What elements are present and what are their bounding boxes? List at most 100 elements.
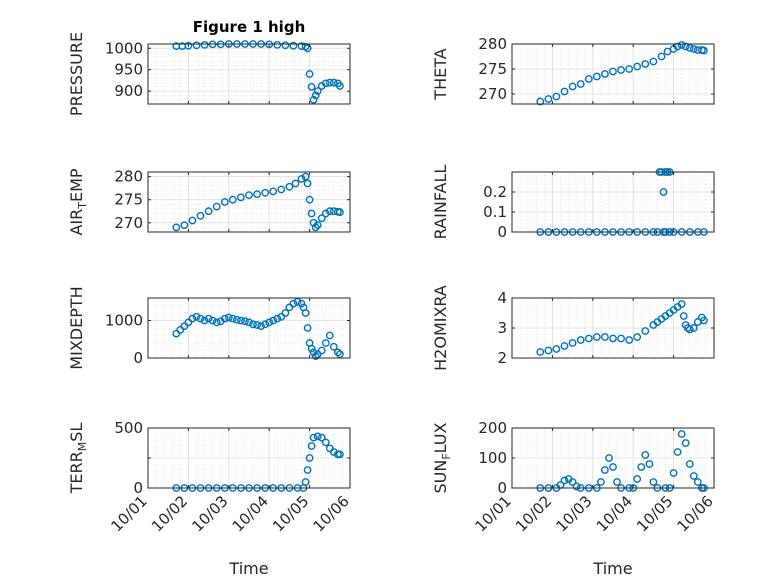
data-point (659, 188, 668, 196)
data-point (313, 221, 322, 230)
data-point (188, 314, 197, 323)
axes-box (147, 171, 351, 233)
data-point (303, 324, 312, 332)
data-point (609, 334, 617, 343)
data-point (196, 314, 205, 323)
chart-title: Figure 1 high (193, 18, 306, 36)
data-point (253, 321, 262, 329)
data-point (657, 52, 666, 61)
y-tick-label: 2 (497, 349, 507, 367)
data-point (317, 346, 326, 355)
x-axis-label: Time (228, 559, 268, 578)
data-point (291, 179, 300, 188)
data-point (617, 334, 625, 343)
data-point (184, 41, 193, 50)
data-point (649, 478, 658, 486)
data-point (605, 454, 613, 462)
x-tick-label: 10/06 (310, 492, 353, 535)
x-tick-label: 10/03 (552, 492, 595, 535)
data-point (313, 432, 322, 441)
data-point (265, 318, 274, 327)
x-tick-label: 10/05 (269, 492, 312, 535)
chart-panel-2: 270 275 280 THETA (431, 35, 715, 106)
data-point (269, 316, 278, 325)
data-point (633, 475, 642, 483)
chart-panel-6: 2 3 4 H2OMIXRA (431, 285, 715, 371)
data-point (625, 336, 634, 344)
data-point (552, 92, 561, 101)
data-point (673, 448, 682, 456)
data-point (317, 433, 326, 442)
y-tick-label: 4 (497, 289, 507, 307)
data-point (228, 195, 237, 204)
y-axis-label: SUNFLUX (431, 422, 453, 493)
data-point (196, 211, 205, 220)
data-point (679, 312, 688, 320)
data-point (311, 91, 320, 100)
y-tick-label: 0 (133, 479, 143, 497)
data-point (321, 438, 330, 447)
data-point (311, 223, 320, 232)
y-tick-label: 100 (478, 449, 507, 467)
data-point (633, 333, 642, 341)
data-point (560, 476, 569, 485)
data-point (576, 80, 585, 88)
data-point (613, 478, 621, 486)
y-tick-label: 500 (114, 419, 143, 437)
data-point (335, 450, 344, 459)
y-axis-label: AIRTEMP (67, 168, 89, 235)
data-point (245, 191, 253, 200)
data-point (641, 60, 650, 68)
data-point (313, 87, 322, 96)
data-point (677, 41, 686, 49)
data-point (641, 451, 650, 459)
data-point (172, 223, 181, 232)
data-point (649, 57, 658, 66)
data-point (204, 207, 213, 216)
y-tick-label: 200 (478, 419, 507, 437)
data-point (208, 316, 217, 325)
data-point (700, 46, 708, 55)
y-tick-label: 1000 (105, 39, 143, 57)
y-tick-label: 900 (114, 82, 143, 100)
data-point (544, 346, 553, 355)
data-point (321, 209, 330, 218)
x-axis-label: Time (592, 559, 632, 578)
data-point (309, 433, 318, 442)
y-tick-label: 1000 (105, 312, 143, 330)
data-point (212, 202, 221, 211)
data-point (303, 466, 312, 474)
data-point (568, 339, 577, 347)
data-point (301, 309, 310, 317)
data-point (180, 221, 189, 230)
y-tick-label: 0.2 (483, 183, 507, 201)
data-point (325, 207, 334, 216)
data-point (335, 82, 344, 90)
data-point (560, 87, 569, 96)
data-point (303, 44, 312, 53)
data-point (192, 41, 201, 50)
data-point (277, 185, 286, 194)
data-point (236, 316, 245, 325)
data-point (307, 83, 316, 91)
data-point (281, 309, 290, 317)
data-point (685, 460, 694, 468)
data-point (609, 67, 617, 76)
data-point (685, 44, 694, 52)
data-point (584, 334, 593, 343)
data-point (309, 95, 318, 104)
data-point (601, 333, 609, 341)
data-point (289, 299, 298, 308)
chart-panel-5: 0 1000 MIXDEPTH (67, 286, 351, 370)
data-point (592, 333, 601, 341)
data-point (321, 339, 330, 347)
data-point (309, 218, 318, 227)
data-point (305, 195, 314, 204)
data-point (681, 42, 690, 51)
y-tick-label: 280 (478, 35, 507, 53)
data-point (321, 79, 330, 88)
y-tick-label: 275 (478, 60, 507, 78)
x-tick-label: 10/04 (229, 492, 272, 535)
data-point (641, 327, 650, 335)
